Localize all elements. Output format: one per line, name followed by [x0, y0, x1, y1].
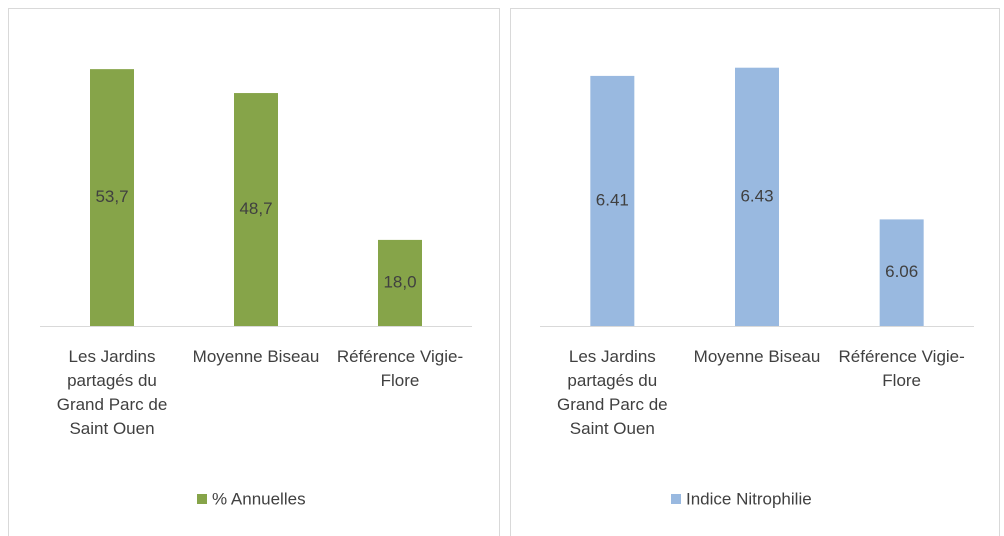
bar — [90, 69, 134, 326]
x-tick-label: Référence Vigie-Flore — [838, 347, 965, 390]
chart-frame — [8, 8, 500, 536]
bar — [590, 75, 635, 327]
legend-label: Indice Nitrophilie — [686, 489, 812, 508]
value-label: 6.06 — [885, 262, 918, 281]
value-label: 48,7 — [239, 199, 272, 218]
x-tick-label: Les Jardins partagés du Grand Parc de Sa… — [557, 347, 668, 438]
x-tick-label: Référence Vigie-Flore — [336, 347, 464, 390]
bar — [378, 239, 422, 326]
legend-swatch — [197, 494, 207, 504]
bar — [879, 219, 924, 326]
x-tick-label: Les Jardins partagés du Grand Parc de Sa… — [56, 347, 168, 438]
value-label: 18,0 — [383, 272, 416, 291]
x-tick-label: Moyenne Biseau — [693, 347, 821, 366]
value-label: 6.41 — [596, 190, 629, 209]
value-label: 6.43 — [740, 186, 773, 205]
bar — [234, 93, 278, 326]
bar — [735, 67, 779, 326]
x-tick-label: Moyenne Biseau — [192, 347, 320, 366]
legend-label: % Annuelles — [212, 489, 306, 508]
value-label: 53,7 — [95, 187, 128, 206]
chart-frame — [510, 8, 1000, 536]
legend-swatch — [671, 494, 681, 504]
